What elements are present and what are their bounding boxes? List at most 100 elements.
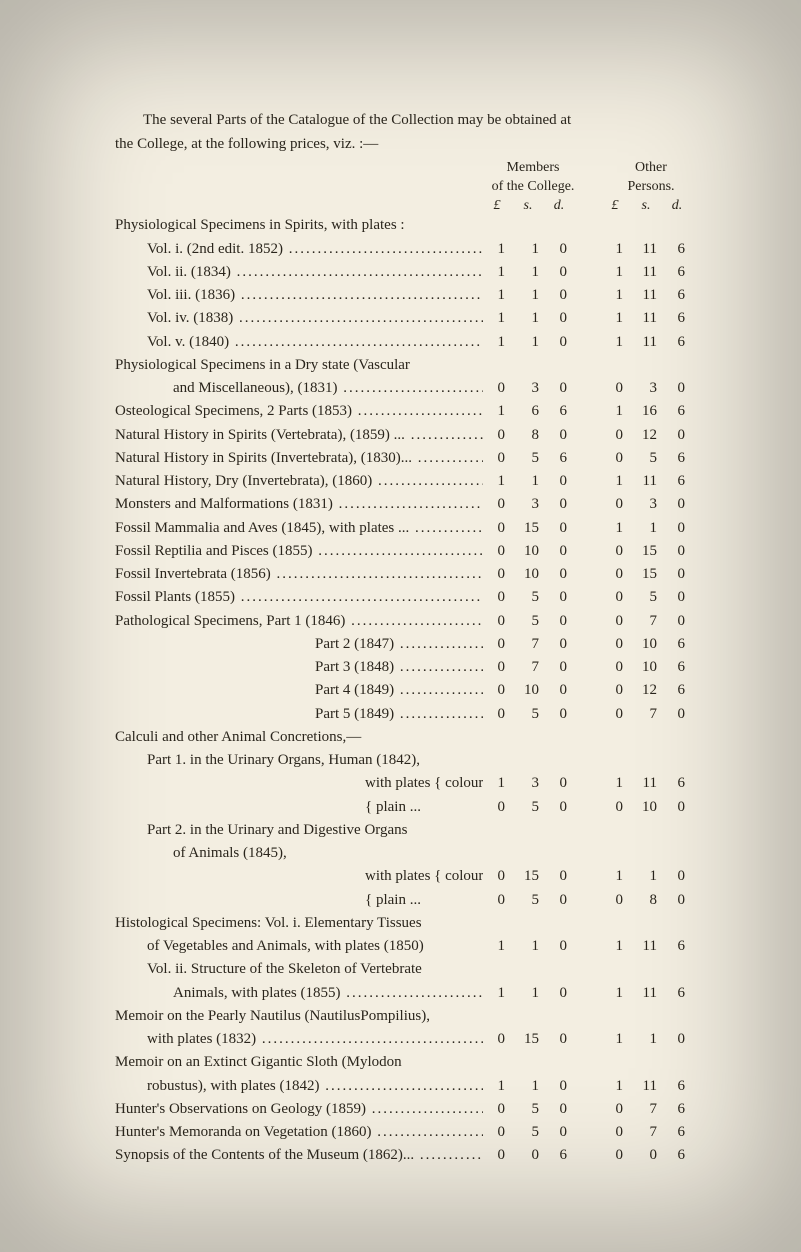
price-row: Monsters and Malformations (1831)030030: [115, 493, 701, 516]
other-pounds: 1: [601, 331, 623, 354]
row-label: Part 1. in the Urinary Organs, Human (18…: [115, 749, 483, 772]
column-gap: [583, 679, 601, 702]
members-amount: 0150: [483, 1028, 583, 1051]
members-shillings: 5: [505, 796, 539, 819]
row-label-text: Natural History in Spirits (Invertebrata…: [115, 450, 483, 466]
members-pence: 0: [539, 610, 567, 633]
column-gap: [583, 517, 601, 540]
shilling-symbol: s.: [629, 198, 663, 215]
column-gap: [583, 633, 601, 656]
other-pence: 6: [657, 1144, 685, 1167]
column-gap: [583, 610, 601, 633]
other-shillings: 11: [623, 284, 657, 307]
members-amount: 0150: [483, 517, 583, 540]
row-amounts: 0500100: [483, 796, 701, 819]
members-amount: 0100: [483, 679, 583, 702]
members-pounds: 1: [483, 261, 505, 284]
members-pounds: 1: [483, 1075, 505, 1098]
other-pence: 6: [657, 982, 685, 1005]
price-row: Vol. v. (1840)1101116: [115, 331, 701, 354]
row-amounts: 1101116: [483, 470, 701, 493]
row-label: and Miscellaneous), (1831): [115, 377, 483, 400]
row-label-text: and Miscellaneous), (1831): [173, 380, 483, 396]
members-shillings: 5: [505, 610, 539, 633]
row-label-text: with plates { coloured: [365, 868, 483, 884]
price-row: Part 4 (1849)01000126: [115, 679, 701, 702]
other-pounds: 0: [601, 540, 623, 563]
row-label-text: Part 5 (1849): [315, 706, 483, 722]
page: The several Parts of the Catalogue of th…: [0, 0, 801, 1252]
other-shillings: 11: [623, 470, 657, 493]
row-label: Part 5 (1849): [115, 703, 483, 726]
other-pounds: 0: [601, 656, 623, 679]
row-amounts: 0150110: [483, 865, 701, 888]
members-shillings: 7: [505, 656, 539, 679]
other-pounds: 1: [601, 307, 623, 330]
other-pounds: 0: [601, 610, 623, 633]
other-pence: 0: [657, 563, 685, 586]
row-amounts: 030030: [483, 377, 701, 400]
price-row: robustus), with plates (1842)1101116: [115, 1075, 701, 1098]
row-label-text: Vol. ii. (1834): [147, 264, 483, 280]
other-shillings: 15: [623, 563, 657, 586]
members-pounds: 0: [483, 1144, 505, 1167]
members-pence: 0: [539, 1028, 567, 1051]
other-shillings: 11: [623, 261, 657, 284]
other-shillings: 16: [623, 400, 657, 423]
column-gap: [583, 796, 601, 819]
other-pence: 0: [657, 586, 685, 609]
row-label: Vol. v. (1840): [115, 331, 483, 354]
other-pence: 6: [657, 400, 685, 423]
other-shillings: 11: [623, 307, 657, 330]
members-shillings: 3: [505, 493, 539, 516]
row-amounts: 01000150: [483, 563, 701, 586]
row-amounts: 1101116: [483, 307, 701, 330]
other-pounds: 1: [601, 238, 623, 261]
row-amounts: 1101116: [483, 261, 701, 284]
row-label-text: Memoir on an Extinct Gigantic Sloth (Myl…: [115, 1054, 402, 1070]
other-amount: 006: [601, 1144, 701, 1167]
row-label: Part 2 (1847): [115, 633, 483, 656]
row-label: Part 3 (1848): [115, 656, 483, 679]
other-pence: 6: [657, 935, 685, 958]
members-pence: 0: [539, 865, 567, 888]
price-row: with plates (1832)0150110: [115, 1028, 701, 1051]
row-amounts: 050070: [483, 610, 701, 633]
members-pence: 0: [539, 540, 567, 563]
members-pounds: 1: [483, 982, 505, 1005]
other-pence: 0: [657, 703, 685, 726]
members-pence: 0: [539, 772, 567, 795]
members-amount: 050: [483, 796, 583, 819]
column-gap: [583, 238, 601, 261]
row-amounts: 1661166: [483, 400, 701, 423]
members-amount: 110: [483, 470, 583, 493]
column-headers-row-1: Members Other: [115, 159, 701, 177]
members-pence: 0: [539, 703, 567, 726]
members-shillings: 5: [505, 1121, 539, 1144]
members-pounds: 0: [483, 563, 505, 586]
other-pence: 0: [657, 796, 685, 819]
price-row: Vol. iv. (1838)1101116: [115, 307, 701, 330]
other-pence: 0: [657, 1028, 685, 1051]
row-amounts: 1101116: [483, 331, 701, 354]
members-pounds: 0: [483, 447, 505, 470]
other-amount: 056: [601, 447, 701, 470]
members-pounds: 1: [483, 238, 505, 261]
members-pence: 0: [539, 261, 567, 284]
members-shillings: 6: [505, 400, 539, 423]
price-row: of Animals (1845),: [115, 842, 701, 865]
price-list: Physiological Specimens in Spirits, with…: [115, 214, 701, 1167]
price-row: Synopsis of the Contents of the Museum (…: [115, 1144, 701, 1167]
shilling-symbol: s.: [511, 198, 545, 215]
members-amount: 110: [483, 982, 583, 1005]
other-pence: 6: [657, 307, 685, 330]
other-pence: 6: [657, 331, 685, 354]
members-pence: 0: [539, 586, 567, 609]
other-shillings: 3: [623, 493, 657, 516]
members-shillings: 7: [505, 633, 539, 656]
members-pence: 0: [539, 679, 567, 702]
other-amount: 0126: [601, 679, 701, 702]
other-shillings: 12: [623, 424, 657, 447]
pound-symbol: £: [483, 198, 511, 215]
column-headers-row-2: of the College. Persons.: [115, 178, 701, 196]
